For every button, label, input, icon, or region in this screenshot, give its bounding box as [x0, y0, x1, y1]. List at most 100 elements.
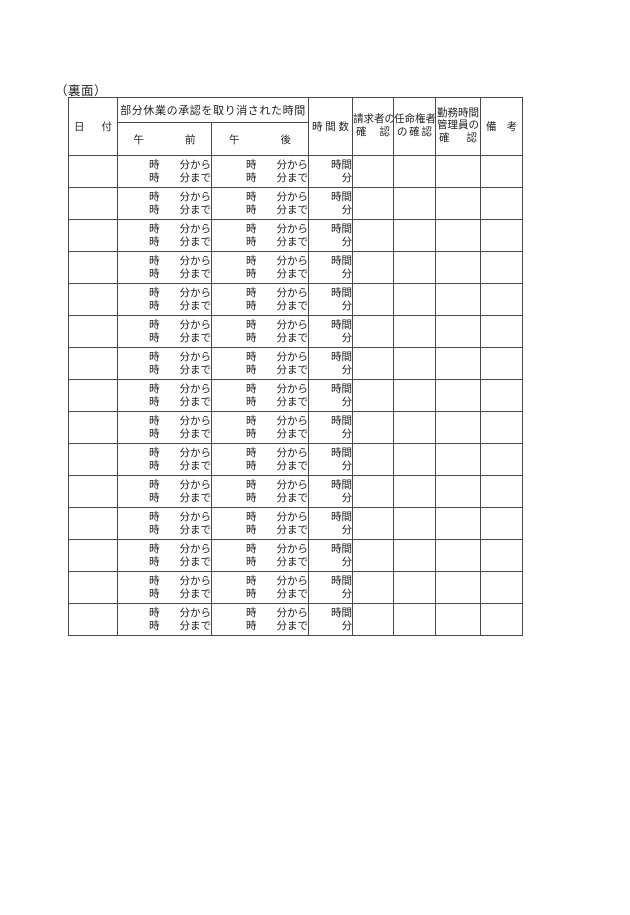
hours-total-column-header: 時間数 — [308, 97, 354, 156]
pm-from-line: 時 分から — [213, 351, 307, 364]
pm-to-minute-label: 分まで — [276, 588, 309, 600]
am-time-cell: 時分から 時分まで — [117, 539, 212, 572]
am-to-hour-label: 時 — [149, 460, 160, 472]
table-row: 時分から 時分まで 時分から 時分まで 時間 分 — [68, 571, 524, 604]
pm-time-cell: 時分から 時分まで — [210, 315, 310, 348]
am-from-hour-label: 時 — [149, 447, 160, 459]
am-from-minute-label: 分から — [179, 319, 211, 331]
am-time-cell: 時分から 時分まで — [117, 187, 212, 220]
pm-to-minute-label: 分まで — [276, 172, 309, 184]
pm-from-minute-label: 分から — [276, 479, 309, 491]
page-side-label: （裏面） — [55, 84, 108, 98]
pm-from-line: 時 分から — [213, 319, 307, 332]
hours-unit-label: 時間 — [331, 543, 353, 555]
am-from-minute-label: 分から — [179, 575, 211, 587]
minutes-unit-label: 分 — [341, 588, 353, 600]
am-from-line: 時 分から — [119, 447, 211, 460]
claimant-confirm-cell — [352, 379, 395, 412]
hours-total-column-label: 時間数 — [312, 122, 350, 133]
pm-to-hour-label: 時 — [246, 204, 257, 216]
pm-to-line: 時 分まで — [213, 268, 309, 281]
manager-confirm-cell — [435, 219, 482, 252]
pm-from-minute-label: 分から — [276, 159, 309, 171]
am-to-line: 時 分まで — [119, 492, 211, 505]
date-column-header: 日付 — [68, 97, 118, 156]
am-from-minute-label: 分から — [179, 255, 211, 267]
minutes-unit-label: 分 — [341, 204, 353, 216]
am-to-line: 時 分まで — [119, 556, 211, 569]
claimant-confirm-cell — [352, 507, 395, 540]
manager-confirm-column-header: 勤務時間 管理員の 確認 — [435, 97, 482, 156]
table-row: 時分から 時分まで 時分から 時分まで 時間 分 — [68, 347, 524, 380]
hours-unit-label: 時間 — [331, 191, 353, 203]
am-to-line: 時 分まで — [119, 620, 211, 633]
am-to-minute-label: 分まで — [179, 300, 211, 312]
pm-to-line: 時 分まで — [213, 492, 307, 505]
pm-from-line: 時 分から — [213, 287, 307, 300]
hours-total-cell: 時間 分 — [308, 475, 354, 508]
pm-to-hour-label: 時 — [246, 268, 257, 280]
am-time-cell: 時分から 時分まで — [117, 155, 212, 188]
am-from-line: 時 分から — [119, 575, 211, 588]
remarks-cell — [480, 411, 524, 444]
pm-to-minute-label: 分まで — [276, 204, 309, 216]
am-from-minute-label: 分から — [179, 607, 211, 619]
minutes-unit-label: 分 — [341, 268, 353, 280]
pm-from-minute-label: 分から — [276, 575, 309, 587]
pm-from-line: 時 分から — [213, 415, 309, 428]
minutes-unit-label: 分 — [341, 300, 353, 312]
am-to-line: 時 分まで — [119, 332, 211, 345]
am-time-cell: 時分から 時分まで — [117, 347, 212, 380]
minutes-unit-label: 分 — [341, 236, 353, 248]
hours-total-cell: 時間 分 — [308, 251, 354, 284]
pm-to-hour-label: 時 — [246, 396, 257, 408]
table-row: 時分から 時分まで 時分から 時分まで 時間 分 — [68, 507, 524, 540]
remarks-cell — [480, 155, 524, 188]
am-to-hour-label: 時 — [149, 492, 160, 504]
pm-from-hour-label: 時 — [246, 479, 257, 491]
pm-time-cell: 時分から 時分まで — [210, 155, 310, 188]
am-to-hour-label: 時 — [149, 236, 160, 248]
pm-time-cell: 時分から 時分まで — [210, 283, 310, 316]
pm-from-hour-label: 時 — [246, 447, 257, 459]
pm-from-line: 時 分から — [213, 447, 309, 460]
remarks-cell — [480, 379, 524, 412]
pm-to-hour-label: 時 — [246, 172, 257, 184]
am-from-minute-label: 分から — [179, 287, 211, 299]
pm-from-line: 時 分から — [213, 479, 309, 492]
pm-from-hour-label: 時 — [246, 319, 257, 331]
am-from-hour-label: 時 — [149, 607, 160, 619]
am-to-minute-label: 分まで — [179, 524, 211, 536]
manager-confirm-label-line1: 勤務時間 — [437, 107, 480, 119]
pm-to-hour-label: 時 — [246, 236, 257, 248]
am-to-minute-label: 分まで — [179, 428, 211, 440]
am-time-cell: 時分から 時分まで — [117, 443, 212, 476]
claimant-confirm-cell — [352, 571, 395, 604]
am-to-line: 時 分まで — [119, 588, 211, 601]
pm-from-line: 時 分から — [213, 511, 307, 524]
pm-to-hour-label: 時 — [246, 556, 257, 568]
remarks-column-label: 備考 — [486, 122, 518, 133]
am-column-label: 午前 — [133, 134, 196, 146]
am-time-cell: 時 分から 時分まで — [117, 603, 212, 636]
pm-from-minute-label: 分から — [276, 447, 309, 459]
pm-time-cell: 時 分から 時分まで — [210, 475, 310, 508]
am-to-hour-label: 時 — [149, 268, 160, 280]
pm-to-hour-label: 時 — [246, 492, 257, 504]
pm-from-hour-label: 時 — [246, 287, 257, 299]
am-to-minute-label: 分まで — [179, 492, 211, 504]
claimant-confirm-label-line1: 請求者の — [353, 114, 394, 125]
pm-from-minute-label: 分から — [276, 415, 309, 427]
am-from-hour-label: 時 — [149, 319, 160, 331]
hours-total-cell: 時間 分 — [308, 187, 354, 220]
manager-confirm-label-line3: 確認 — [439, 132, 478, 144]
am-from-line: 時 分から — [119, 607, 211, 620]
am-time-cell: 時分から 時分まで — [117, 411, 212, 444]
hours-unit-label: 時間 — [331, 511, 353, 523]
pm-to-minute-label: 分まで — [276, 268, 309, 280]
am-from-line: 時 分から — [119, 159, 211, 172]
manager-confirm-cell — [435, 443, 482, 476]
pm-to-hour-label: 時 — [246, 460, 257, 472]
am-from-line: 時 分から — [119, 543, 211, 556]
